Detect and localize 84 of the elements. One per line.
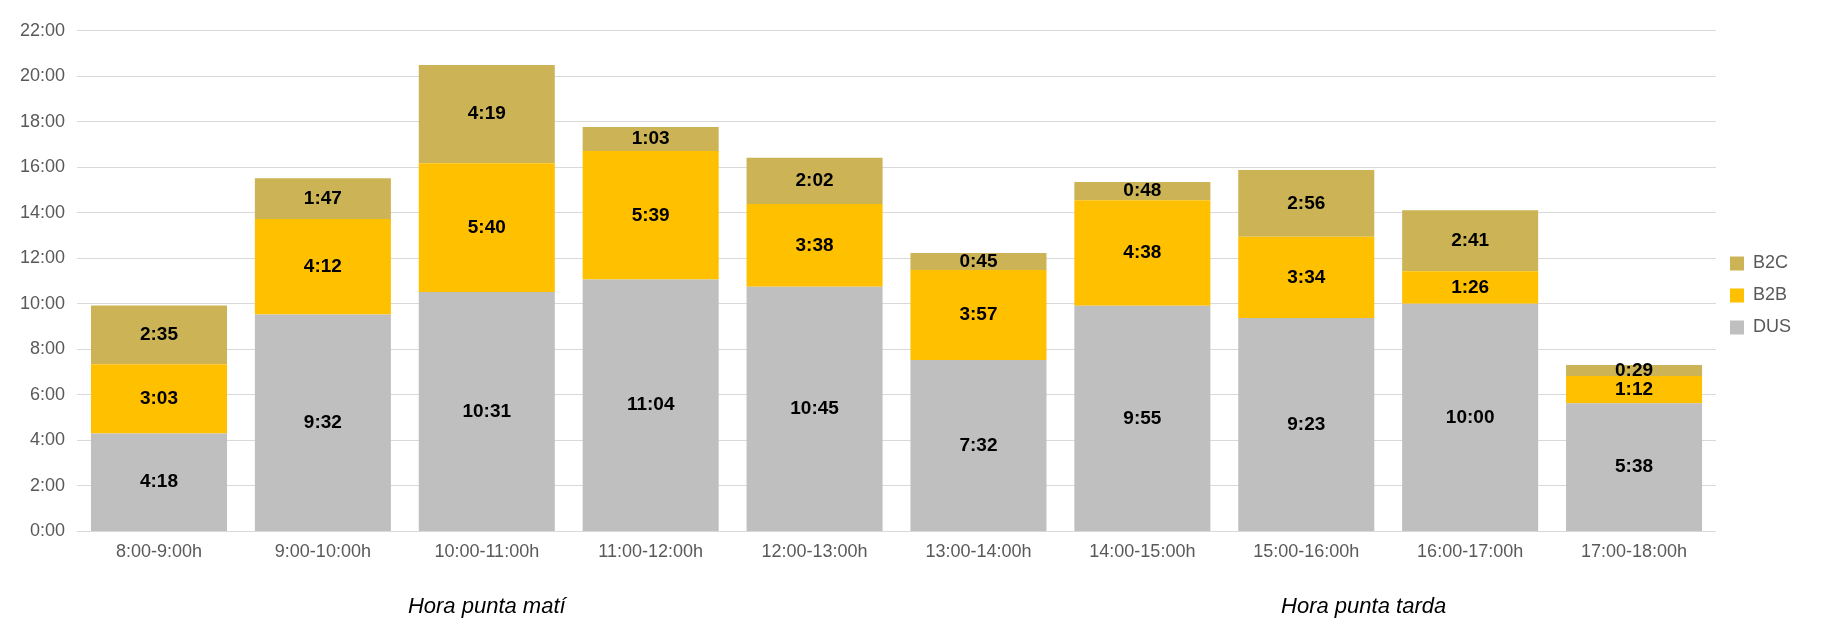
y-tick-label: 12:00 bbox=[20, 247, 66, 268]
y-tick-label: 6:00 bbox=[30, 383, 66, 404]
y-tick-label: 20:00 bbox=[20, 65, 66, 86]
data-label: 1:03 bbox=[631, 127, 670, 149]
data-label: 2:35 bbox=[139, 323, 179, 344]
data-label: 0:48 bbox=[1123, 179, 1162, 201]
y-tick-label: 10:00 bbox=[20, 292, 66, 313]
data-label: 9:23 bbox=[1287, 412, 1326, 434]
x-tick-label: 10:00-11:00h bbox=[434, 541, 540, 562]
data-label: 7:32 bbox=[959, 433, 998, 455]
x-tick-label: 13:00-14:00h bbox=[925, 541, 1032, 562]
data-label: 5:39 bbox=[631, 203, 670, 225]
bar bbox=[910, 270, 1047, 360]
data-label: 3:03 bbox=[139, 387, 179, 409]
data-label: 2:56 bbox=[1287, 191, 1326, 213]
data-label: 2:02 bbox=[795, 169, 834, 191]
x-tick-label: 11:00-12:00h bbox=[598, 541, 704, 562]
bar bbox=[746, 286, 883, 531]
data-label: 4:18 bbox=[139, 470, 179, 492]
y-tick-label: 14:00 bbox=[20, 201, 66, 222]
bar bbox=[1402, 271, 1539, 304]
x-tick-label: 12:00-13:00h bbox=[761, 541, 868, 562]
bar bbox=[418, 64, 555, 164]
bar bbox=[1074, 200, 1211, 306]
data-label: 0:29 bbox=[1615, 358, 1654, 380]
bar bbox=[746, 157, 883, 205]
text: Hora punta matí bbox=[407, 593, 568, 619]
bar bbox=[254, 218, 391, 315]
bar bbox=[746, 204, 883, 287]
bar bbox=[582, 127, 719, 152]
bar bbox=[418, 292, 555, 531]
x-tick-label: 14:00-15:00h bbox=[1089, 541, 1196, 562]
data-label: 3:38 bbox=[795, 233, 834, 255]
data-label: 4:12 bbox=[303, 254, 342, 276]
bar bbox=[910, 359, 1047, 531]
bar bbox=[1402, 210, 1539, 272]
bar bbox=[582, 151, 719, 280]
bar bbox=[254, 314, 391, 531]
y-tick-label: 16:00 bbox=[20, 156, 66, 177]
data-label: 1:26 bbox=[1451, 275, 1490, 297]
data-label: 1:12 bbox=[1615, 377, 1654, 399]
bar bbox=[1402, 303, 1539, 531]
y-tick-label: 18:00 bbox=[20, 110, 66, 131]
bar bbox=[1074, 305, 1211, 531]
data-label: 4:38 bbox=[1123, 241, 1162, 263]
data-label: 9:55 bbox=[1123, 406, 1162, 428]
data-label: 3:57 bbox=[959, 303, 998, 325]
y-tick-label: 4:00 bbox=[30, 429, 66, 450]
x-tick-label: 15:00-16:00h bbox=[1253, 541, 1360, 562]
bar bbox=[90, 364, 228, 434]
text: Hora punta tarda bbox=[1281, 593, 1447, 619]
x-tick-label: 9:00-10:00h bbox=[274, 541, 371, 562]
bar bbox=[1238, 317, 1375, 531]
x-tick-label: 8:00-9:00h bbox=[115, 541, 203, 562]
data-label: 10:31 bbox=[462, 399, 512, 421]
bar bbox=[1566, 375, 1703, 404]
data-label: 11:04 bbox=[626, 393, 675, 415]
x-tick-label: 16:00-17:00h bbox=[1417, 541, 1524, 562]
legend-label: B2B bbox=[1753, 284, 1788, 305]
bar bbox=[582, 279, 719, 531]
data-label: 10:45 bbox=[790, 397, 840, 419]
bar bbox=[1238, 169, 1375, 237]
data-label: 4:19 bbox=[467, 102, 506, 124]
bar bbox=[1238, 236, 1375, 318]
data-label: 1:47 bbox=[303, 186, 342, 208]
y-tick-label: 8:00 bbox=[30, 338, 66, 359]
bar bbox=[1566, 403, 1703, 531]
data-label: 0:45 bbox=[959, 249, 998, 271]
bar bbox=[254, 178, 391, 219]
x-tick-label: 17:00-18:00h bbox=[1581, 541, 1688, 562]
data-label: 2:41 bbox=[1451, 228, 1490, 250]
y-tick-label: 0:00 bbox=[30, 520, 66, 541]
data-label: 5:38 bbox=[1615, 455, 1654, 477]
y-tick-label: 22:00 bbox=[20, 19, 66, 40]
legend-label: B2C bbox=[1753, 252, 1789, 273]
data-label: 3:34 bbox=[1287, 265, 1326, 287]
bar bbox=[90, 305, 228, 365]
data-label: 10:00 bbox=[1445, 405, 1495, 427]
y-tick-label: 2:00 bbox=[30, 474, 66, 495]
bar bbox=[90, 433, 228, 531]
data-label: 9:32 bbox=[303, 410, 342, 432]
data-label: 5:40 bbox=[467, 215, 506, 237]
legend-label: DUS bbox=[1753, 316, 1792, 337]
bar bbox=[418, 163, 555, 293]
